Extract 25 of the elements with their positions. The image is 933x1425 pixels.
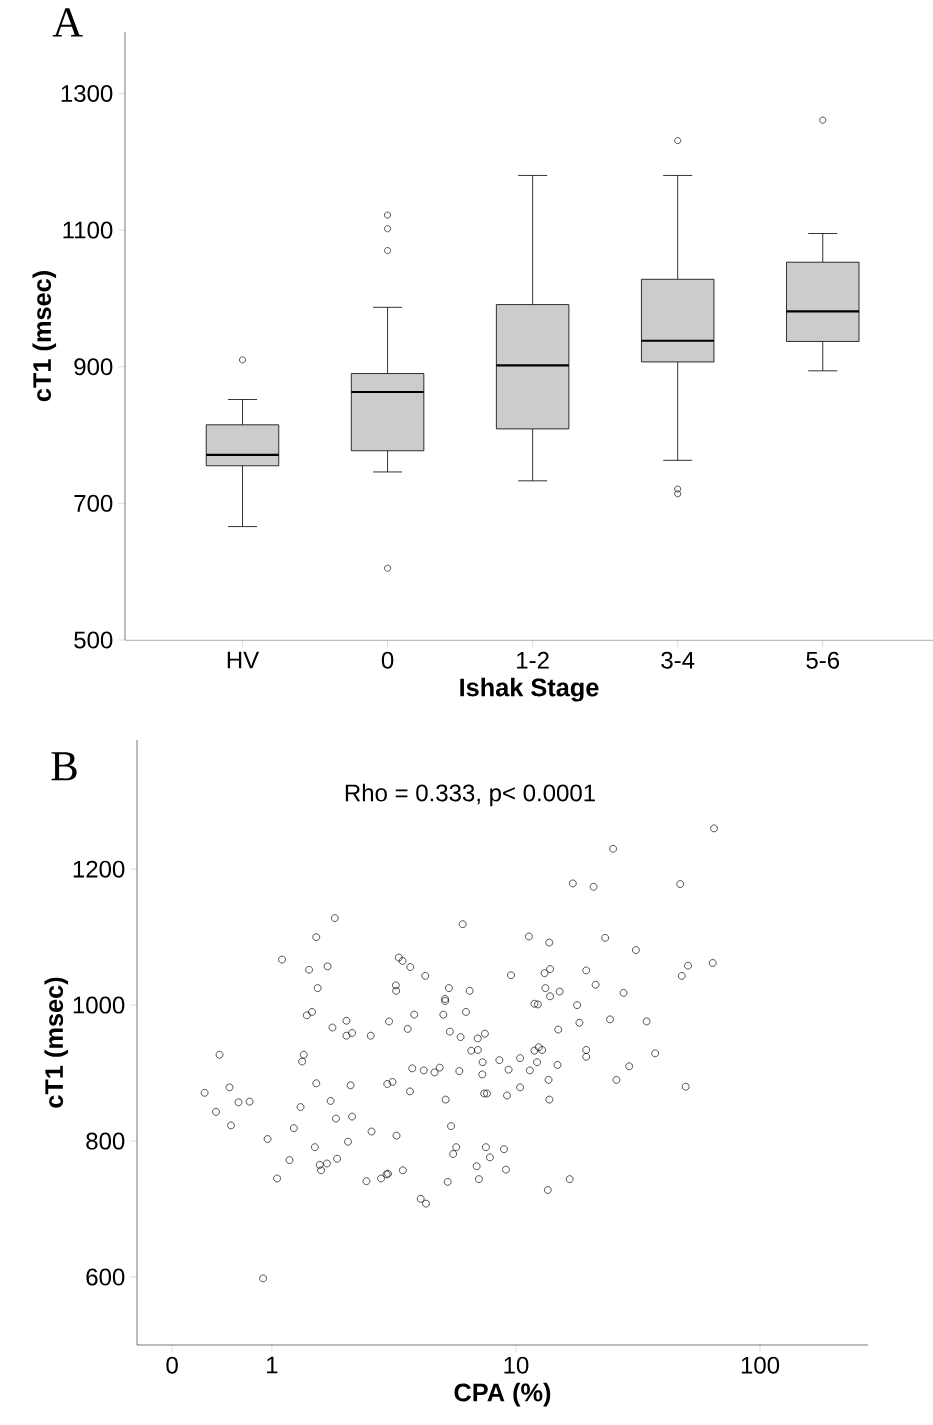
y-tick-label: 900 <box>74 358 113 376</box>
y-tick-label: 1200 <box>73 860 125 878</box>
annotation: Rho = 0.333, p< 0.0001 <box>345 783 595 807</box>
x-axis-title: Ishak Stage <box>460 677 599 702</box>
x-tick-label: 100 <box>741 1356 780 1374</box>
y-tick-label: 600 <box>86 1268 125 1286</box>
x-tick-label: 10 <box>504 1356 529 1374</box>
y-tick-label: 1000 <box>73 996 125 1014</box>
x-axis-title: CPA (%) <box>454 1382 551 1407</box>
text: A <box>52 8 83 37</box>
y-tick-label: 700 <box>74 494 113 512</box>
y-tick-label: 1100 <box>63 221 113 239</box>
x-tick-label: 0 <box>166 1356 178 1374</box>
y-axis-title: cT1 (msec) <box>32 271 57 402</box>
x-tick-label: 0 <box>381 651 394 669</box>
y-tick-label: 1300 <box>61 84 113 102</box>
x-tick-label: 1 <box>267 1356 278 1374</box>
x-tick-label: 3-4 <box>661 651 695 669</box>
x-tick-label: HV <box>227 651 260 669</box>
y-tick-label: 800 <box>86 1132 125 1150</box>
y-axis-title: cT1 (msec) <box>44 977 69 1108</box>
text: B <box>51 752 77 781</box>
x-tick-label: 1-2 <box>517 651 549 669</box>
x-tick-label: 5-6 <box>806 651 840 669</box>
y-tick-label: 500 <box>74 631 113 649</box>
